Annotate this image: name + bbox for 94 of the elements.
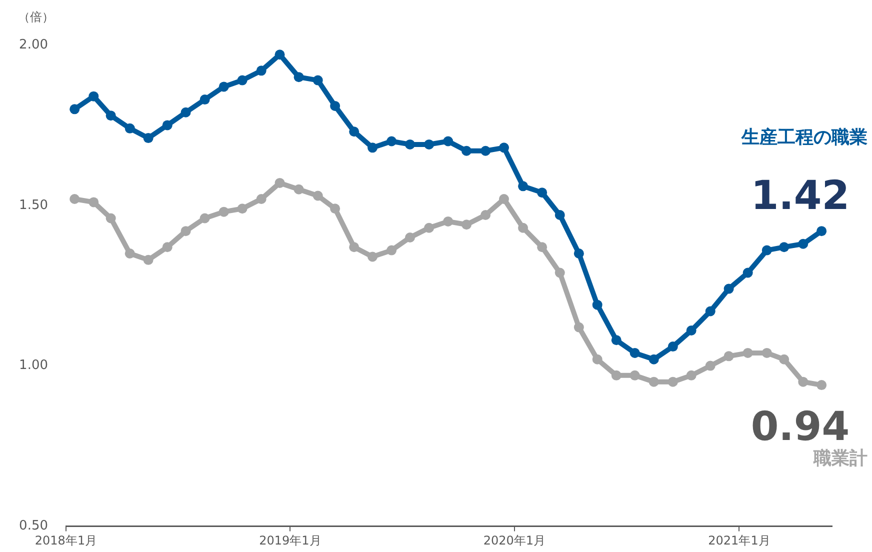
point: [386, 136, 397, 146]
point: [256, 66, 266, 76]
x-tick-label: 2018年1月: [34, 534, 98, 548]
y-tick-label: 0.50: [19, 518, 48, 534]
point: [106, 110, 116, 121]
point: [143, 133, 154, 144]
point: [218, 206, 229, 217]
point: [554, 210, 565, 220]
point: [218, 82, 229, 92]
point: [404, 232, 415, 242]
point: [480, 146, 491, 156]
point: [274, 178, 285, 188]
point: [816, 380, 827, 390]
point: [668, 342, 678, 352]
point: [368, 142, 378, 153]
point: [443, 136, 454, 146]
point: [237, 204, 248, 214]
point: [180, 107, 191, 118]
point: [124, 123, 135, 134]
point: [648, 376, 659, 387]
point: [480, 210, 491, 220]
point: [574, 248, 584, 259]
point: [498, 142, 509, 153]
point: [70, 104, 80, 114]
point: [124, 248, 135, 259]
point: [518, 181, 528, 192]
point: [630, 370, 640, 380]
point: [312, 75, 323, 86]
point: [180, 226, 191, 236]
x-tick-label: 2021年1月: [708, 534, 770, 548]
point: [705, 306, 716, 316]
point: [518, 222, 528, 233]
point: [742, 268, 753, 278]
y-tick-label: 1.00: [19, 358, 48, 374]
y-tick-label: 2.00: [19, 37, 48, 52]
point: [686, 370, 696, 380]
point: [574, 322, 584, 332]
point: [143, 254, 154, 265]
x-tick-label: 2020年1月: [483, 534, 546, 548]
point: [70, 194, 80, 204]
point: [88, 197, 99, 208]
point: [611, 335, 622, 346]
point: [498, 194, 509, 204]
point: [368, 252, 378, 262]
point: [312, 190, 323, 201]
point: [162, 242, 172, 252]
point: [798, 238, 808, 249]
point: [162, 120, 172, 130]
point: [294, 72, 304, 82]
point: [274, 50, 285, 60]
point: [386, 245, 397, 256]
point: [237, 75, 248, 86]
point: [705, 360, 716, 371]
point: [349, 242, 360, 252]
point: [462, 220, 472, 230]
point: [537, 188, 548, 198]
text: 職業計: [812, 448, 868, 470]
point: [611, 370, 622, 380]
point: [724, 351, 734, 362]
point: [592, 300, 602, 310]
data-label: 1.42: [750, 173, 850, 220]
point: [404, 139, 415, 150]
y-tick-label: 1.50: [19, 198, 48, 213]
point: [630, 348, 640, 358]
point: [424, 222, 434, 233]
point: [779, 354, 790, 364]
text: 生産工程の職業: [740, 127, 868, 148]
point: [648, 354, 659, 364]
point: [686, 326, 696, 336]
point: [424, 139, 434, 150]
point: [537, 242, 548, 252]
point: [724, 284, 734, 294]
point: [798, 376, 808, 387]
point: [200, 213, 210, 224]
point: [668, 376, 678, 387]
point: [256, 194, 266, 204]
point: [592, 354, 602, 364]
point: [554, 268, 565, 278]
point: [816, 226, 827, 236]
point: [330, 100, 340, 111]
point: [443, 216, 454, 226]
point: [779, 242, 790, 252]
point: [762, 348, 772, 358]
point: [349, 126, 360, 137]
point: [742, 348, 753, 358]
x-tick-label: 2019年1月: [259, 534, 322, 548]
point: [462, 146, 472, 156]
point: [762, 245, 772, 256]
y-axis-title: （倍）: [18, 10, 54, 24]
point: [106, 213, 116, 224]
point: [294, 184, 304, 194]
point: [88, 91, 99, 102]
point: [200, 94, 210, 105]
point: [330, 204, 340, 214]
